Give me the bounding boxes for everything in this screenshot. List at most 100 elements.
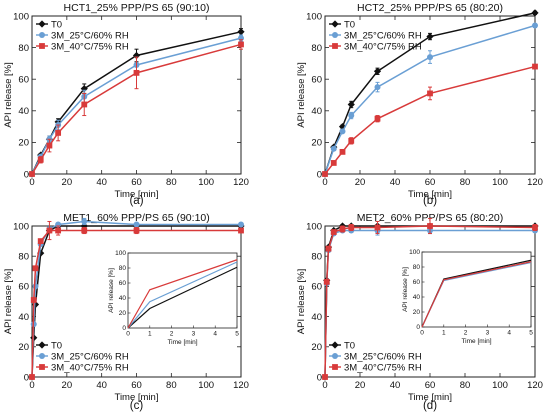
panel-3-inset-xtick-label-1: 1 — [442, 330, 446, 337]
panel-1-ylabel: API release [%] — [296, 62, 307, 127]
panel-2-point-2-4 — [46, 227, 53, 234]
panel-1-xtick-label-1: 20 — [355, 177, 366, 188]
panel-2-inset-xtick-label-5: 5 — [235, 331, 239, 338]
panel-2-inset-ytick-label-4: 80 — [119, 265, 127, 272]
panel-2-point-1-8 — [238, 221, 244, 228]
panel-2-ylabel: API release [%] — [3, 269, 14, 334]
panel-3-ytick-label-1: 20 — [311, 342, 322, 353]
panel-3-inset-ytick-label-0: 0 — [416, 324, 420, 331]
panel-0-point-2-4 — [81, 101, 88, 108]
panel-2-inset-ylabel: API release [%] — [108, 268, 115, 313]
panel-0-xlabel: Time [min] — [115, 189, 159, 200]
panel-2-legend-marker-0 — [38, 341, 46, 349]
panel-2-xlabel: Time [min] — [115, 392, 159, 403]
panel-3-inset-xtick-label-0: 0 — [420, 330, 424, 337]
panel-3-inset-xtick-label-5: 5 — [529, 330, 533, 337]
panel-3-sublabel: (d) — [423, 400, 437, 412]
panel-3-ytick-label-0: 0 — [317, 372, 322, 383]
panel-1-xtick-label-6: 120 — [527, 177, 543, 188]
panel-3-inset-ytick-label-2: 40 — [413, 294, 421, 301]
panel-2-point-2-8 — [238, 227, 244, 234]
panel-1-ytick-label-0: 0 — [317, 169, 322, 180]
panel-3-inset-ytick-label-5: 100 — [409, 249, 420, 256]
panel-0-ytick-label-3: 60 — [18, 75, 29, 86]
panel-1-legend-marker-0 — [331, 20, 339, 28]
panel-0-legend-label-1: 3M_25°C/60% RH — [51, 30, 129, 41]
panel-0-title: HCT1_25% PPP/PS 65 (90:10) — [64, 2, 210, 14]
panel-0-point-2-6 — [238, 41, 244, 48]
panel-2-legend-label-2: 3M_40°C/75% RH — [51, 362, 129, 373]
panel-1-series-line-2 — [324, 65, 536, 175]
panel-2-sublabel: (c) — [130, 400, 144, 412]
panel-2-inset-ytick-label-5: 100 — [115, 250, 126, 257]
panel-2-xtick-label-4: 80 — [166, 380, 177, 391]
panel-3-inset-ytick-label-1: 20 — [413, 309, 421, 316]
panel-1-legend-marker-2 — [332, 43, 338, 49]
panel-3-inset-ylabel: API release [%] — [402, 267, 409, 312]
panel-0-xtick-label-2: 40 — [96, 177, 107, 188]
panel-2-legend-marker-1 — [39, 353, 45, 359]
panel-1-title: HCT2_25% PPP/PS 65 (80:20) — [357, 2, 503, 14]
panel-2-ytick-label-3: 60 — [18, 282, 29, 293]
panel-2-ytick-label-1: 20 — [18, 342, 29, 353]
panel-3-inset-xlabel: Time [min] — [461, 338, 491, 345]
panel-1-point-1-2 — [339, 128, 346, 135]
panel-2-inset-ytick-label-1: 20 — [119, 310, 127, 317]
panel-0-legend-marker-2 — [39, 43, 45, 49]
panel-3-point-2-5 — [348, 224, 355, 231]
panel-1-legend-label-2: 3M_40°C/75% RH — [344, 41, 422, 52]
panel-3-legend-label-0: T0 — [344, 340, 355, 351]
panel-0-ytick-label-1: 20 — [18, 138, 29, 149]
panel-0-point-2-0 — [29, 171, 35, 177]
panel-1-ytick-label-1: 20 — [311, 138, 322, 149]
panel-2-title: MET1_60% PPP/PS 65 (90:10) — [63, 212, 210, 224]
panel-2-point-2-3 — [37, 238, 44, 244]
panel-1-legend-label-1: 3M_25°C/60% RH — [344, 30, 422, 41]
panel-0-point-2-2 — [46, 142, 53, 149]
panel-1-ytick-label-5: 100 — [306, 11, 322, 22]
panel-2-inset-ytick-label-2: 40 — [119, 295, 127, 302]
panel-1-xlabel: Time [min] — [408, 189, 452, 200]
panel-0-ylabel: API release [%] — [3, 62, 14, 127]
panel-1-xtick-label-3: 60 — [425, 177, 436, 188]
panel-0-point-0-6 — [237, 28, 245, 36]
panel-3-legend-label-1: 3M_25°C/60% RH — [344, 351, 422, 362]
panel-3-ytick-label-5: 100 — [306, 221, 322, 232]
panel-0-xtick-label-5: 100 — [198, 177, 214, 188]
panel-3-point-2-3 — [330, 229, 337, 235]
panel-1-ytick-label-2: 40 — [311, 106, 322, 117]
panel-3-inset-ytick-label-3: 60 — [413, 279, 421, 286]
panel-0-point-2-1 — [37, 156, 44, 163]
panel-0-sublabel: (a) — [129, 195, 143, 207]
panel-3-xlabel: Time [min] — [408, 392, 452, 403]
panel-0-legend-label-0: T0 — [51, 19, 62, 30]
panel-2-xtick-label-2: 40 — [96, 380, 107, 391]
panel-1-point-1-3 — [348, 112, 355, 119]
panel-3-point-2-8 — [532, 224, 538, 231]
panel-2-inset-series-line-0 — [127, 266, 238, 329]
panel-0-xtick-label-4: 80 — [166, 177, 177, 188]
panel-3-ylabel: API release [%] — [296, 269, 307, 334]
panel-3-point-2-0 — [322, 374, 328, 380]
panel-2-inset-series-line-2 — [127, 259, 238, 329]
panel-1-point-2-4 — [374, 115, 381, 122]
panel-0-ytick-label-5: 100 — [13, 11, 29, 22]
panel-3-legend-marker-2 — [332, 364, 338, 370]
panel-2-inset-xtick-label-1: 1 — [148, 331, 152, 338]
panel-0-xtick-label-0: 0 — [29, 177, 34, 188]
panel-0-xtick-label-3: 60 — [131, 177, 142, 188]
panel-2-point-2-1 — [30, 297, 37, 303]
panel-3-ytick-label-4: 80 — [311, 252, 322, 263]
panel-2-legend-label-1: 3M_25°C/60% RH — [51, 351, 129, 362]
panel-3-inset-ytick-label-4: 80 — [413, 264, 421, 271]
panel-3-ytick-label-3: 60 — [311, 282, 322, 293]
panel-2-xtick-label-5: 100 — [198, 380, 214, 391]
panel-2-inset-ytick-label-3: 60 — [119, 280, 127, 287]
panel-0-xtick-label-1: 20 — [62, 177, 73, 188]
panel-1-xtick-label-2: 40 — [390, 177, 401, 188]
panel-2-point-2-2 — [32, 265, 39, 272]
panel-3-inset-xtick-label-4: 4 — [507, 330, 511, 337]
panel-3-xtick-label-6: 120 — [527, 380, 543, 391]
